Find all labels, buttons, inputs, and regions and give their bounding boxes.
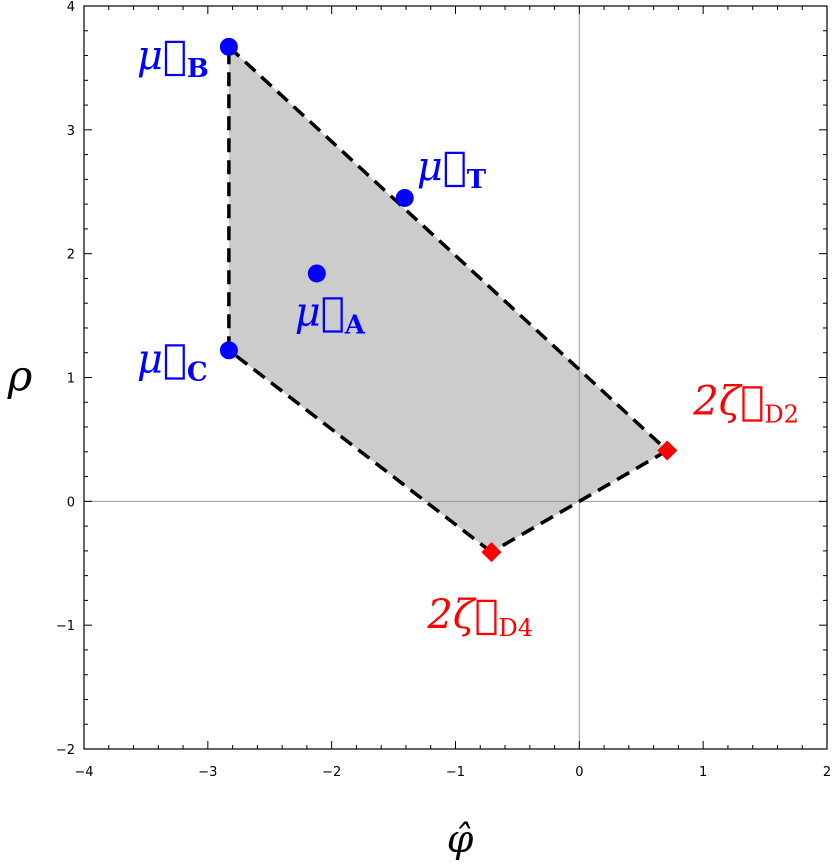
x-axis-label: φ̂ [447,817,474,861]
feasible-region [228,46,668,553]
red-diamond-point [481,542,502,563]
y-tick-label: 1 [67,372,75,387]
y-axis-label: ρ [7,351,33,400]
point-label: μ⃗C [137,336,208,387]
point-label: 2ζ⃗D2 [692,379,799,429]
x-tick-label: 2 [823,765,831,780]
x-tick-label: −4 [74,765,93,780]
x-tick-label: 1 [699,765,707,780]
x-tick-label: −1 [446,765,465,780]
region-edge [227,348,493,554]
y-tick-label: −1 [56,619,75,634]
y-tick-label: 2 [67,248,75,263]
x-tick-label: −3 [198,765,217,780]
y-tick-label: −2 [56,743,75,758]
region-layer [228,46,668,553]
axes-layer: −4 −3 −2 −1 0 1 2 −2 −1 0 1 2 3 4 [56,0,831,780]
x-tick-label: 0 [575,765,583,780]
blue-point [307,264,326,283]
blue-point [219,341,238,360]
region-edge [227,45,669,452]
marks-layer: μ⃗B μ⃗T μ⃗A μ⃗C 2ζ⃗D2 2ζ⃗D4 [137,33,799,642]
y-tick-label: 3 [67,124,75,139]
blue-point [395,188,414,207]
x-tick-label: −2 [322,765,341,780]
y-tick-label: 4 [67,0,75,15]
point-label: 2ζ⃗D4 [426,592,533,642]
point-label: μ⃗T [417,144,487,195]
y-tick-label: 0 [67,495,75,510]
point-label: μ⃗A [295,289,366,340]
blue-point [219,37,238,56]
point-label: μ⃗B [137,33,209,84]
red-diamond-point [657,440,678,461]
region-edge [490,449,669,554]
